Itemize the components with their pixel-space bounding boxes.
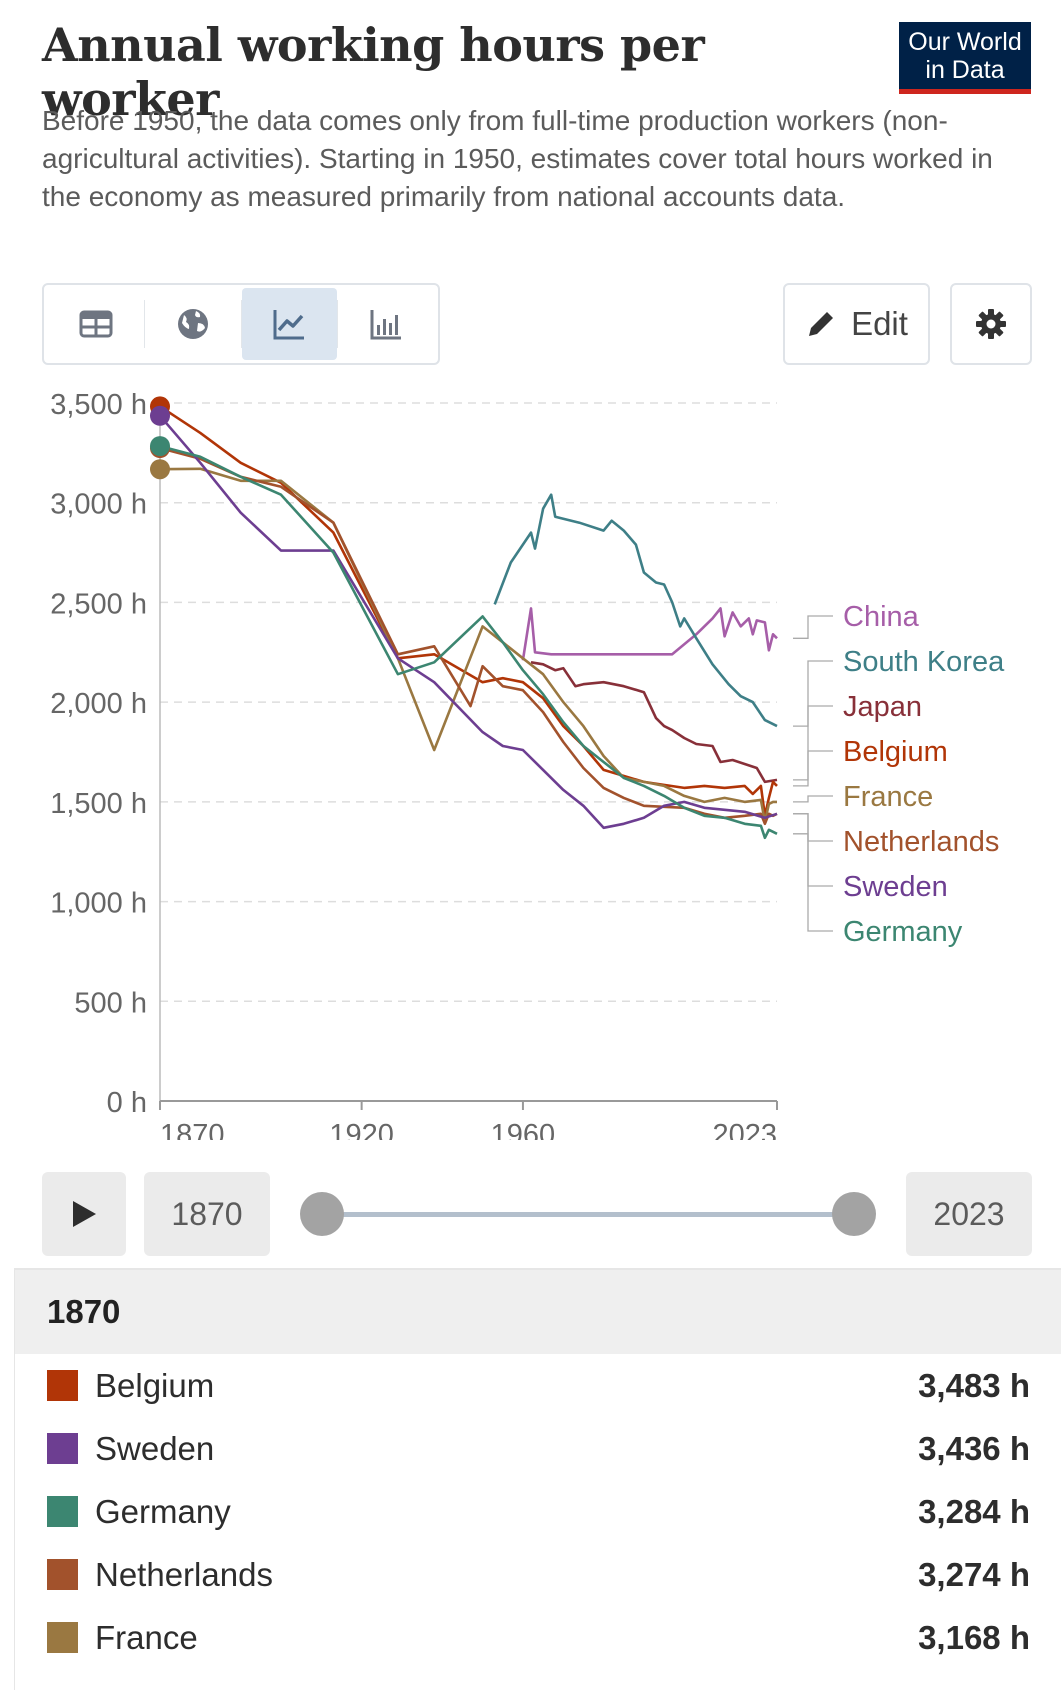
legend-swatch [47,1496,78,1527]
timeline-start-handle[interactable] [300,1192,344,1236]
series-line-germany [159,444,778,840]
timeline-end-year[interactable]: 2023 [906,1172,1032,1256]
legend-label-netherlands: Netherlands [843,826,999,858]
logo-line-1: Our World [908,28,1022,56]
tooltip-value: 3,284 h [918,1492,1030,1530]
tooltip-year: 1870 [15,1270,1061,1354]
view-tabs [42,283,440,365]
legend-connector [793,615,833,639]
tooltip-row-germany: Germany 3,284 h [15,1480,1061,1543]
y-tick-label: 2,000 h [50,688,147,720]
timeline-start-year[interactable]: 1870 [144,1172,270,1256]
tab-map[interactable] [145,288,241,360]
tab-chart[interactable] [241,288,338,360]
legend-swatch [47,1370,78,1401]
legend-swatch [47,1433,78,1464]
y-tick-label: 0 h [107,1087,147,1119]
legend-connector [793,705,833,781]
legend-connector [793,660,833,727]
page-title: Annual working hours per worker [42,18,705,126]
tooltip-row-netherlands: Netherlands 3,274 h [15,1543,1061,1606]
tooltip-row-sweden: Sweden 3,436 h [15,1417,1061,1480]
tooltip-name: Sweden [95,1429,215,1467]
start-marker-germany [150,436,170,457]
start-marker-sweden [150,405,170,426]
legend-connector [793,813,833,842]
legend-connector [793,833,833,932]
legend-label-south-korea: South Korea [843,646,1005,678]
start-marker-france [150,459,170,480]
legend-connector [793,813,833,887]
tooltip-value: 3,274 h [918,1555,1030,1593]
tooltip-name: Germany [95,1492,231,1530]
y-tick-label: 3,500 h [50,389,147,421]
logo-line-2: in Data [925,56,1005,84]
line-chart-icon [273,310,305,340]
series-line-netherlands [159,446,778,826]
owid-logo[interactable]: Our World in Data [899,22,1031,94]
chart-subtitle: Before 1950, the data comes only from fu… [42,105,993,212]
y-tick-label: 1,500 h [50,788,147,820]
series-line-china [521,607,778,661]
tab-table[interactable] [48,288,144,360]
series-line-japan [530,661,778,784]
tab-bars[interactable] [338,288,434,360]
legend-connector [793,795,833,803]
line-chart: 0 h 500 h 1,000 h 1,500 h 2,000 h 2,500 h 3,00… [50,389,1005,1140]
gear-icon [976,309,1006,339]
x-tick-label: 2023 [712,1119,777,1140]
timeline: 1870 2023 [42,1172,1032,1256]
y-tick-label: 3,000 h [50,489,147,521]
legend-label-japan: Japan [843,691,922,723]
tooltip-row-france: France 3,168 h [15,1606,1061,1669]
legend-label-sweden: Sweden [843,871,948,903]
y-tick-label: 2,500 h [50,588,147,620]
series-line-south-korea [493,493,778,728]
x-tick-label: 1920 [329,1119,394,1140]
tooltip-panel: 1870 Belgium 3,483 h Sweden 3,436 h Germ… [14,1268,1061,1690]
settings-button[interactable] [950,283,1032,365]
legend-swatch [47,1559,78,1590]
tooltip-name: Belgium [95,1366,215,1404]
legend-label-france: France [843,781,933,813]
series-line-belgium [159,405,778,818]
tooltip-name: Netherlands [95,1555,273,1593]
series-line-sweden [159,414,778,830]
x-tick-label: 1870 [160,1119,225,1140]
timeline-end-handle[interactable] [832,1192,876,1236]
bar-chart-icon [370,310,402,340]
y-tick-label: 1,000 h [50,888,147,920]
pencil-icon [809,312,834,336]
tooltip-value: 3,483 h [918,1366,1030,1404]
legend-label-belgium: Belgium [843,736,948,768]
table-icon [79,310,113,338]
play-icon [73,1201,96,1227]
tooltip-row-belgium: Belgium 3,483 h [15,1354,1061,1417]
tooltip-value: 3,168 h [918,1618,1030,1656]
tooltip-value: 3,436 h [918,1429,1030,1467]
tooltip-name: France [95,1618,198,1656]
legend-label-germany: Germany [843,916,963,948]
legend-connector [793,750,833,787]
play-button[interactable] [42,1172,126,1256]
legend-swatch [47,1622,78,1653]
globe-icon [177,309,208,339]
edit-label: Edit [851,305,908,342]
timeline-track[interactable] [327,1212,852,1217]
legend-label-china: China [843,601,920,633]
y-tick-label: 500 h [74,987,147,1019]
edit-button[interactable]: Edit [783,283,930,365]
x-tick-label: 1960 [491,1119,556,1140]
